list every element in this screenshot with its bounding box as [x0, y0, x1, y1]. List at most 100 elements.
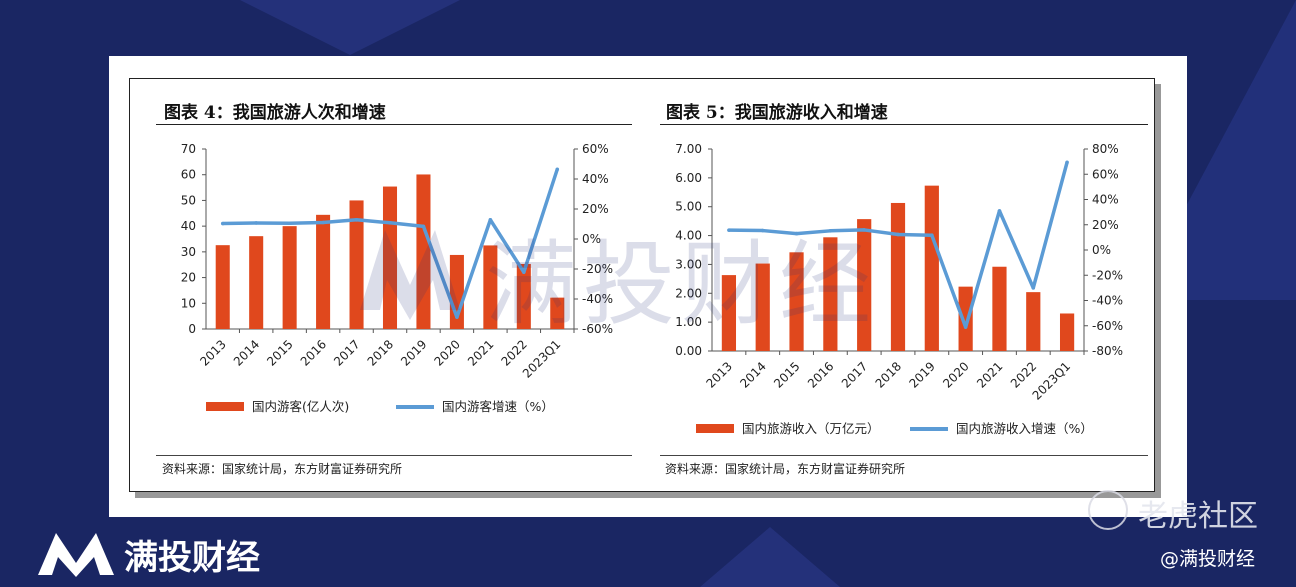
- left-tick-label: 7.00: [675, 142, 702, 156]
- source-note-right: 资料来源：国家统计局，东方财富证券研究所: [665, 462, 906, 476]
- x-tick-label: 2014: [231, 337, 262, 368]
- bar: [316, 214, 331, 329]
- chart-title-left: 图表 4：我国旅游人次和增速: [164, 103, 386, 123]
- x-tick-label: 2014: [737, 359, 768, 390]
- left-tick-label: 30: [181, 245, 196, 259]
- left-tick-label: 0.00: [675, 344, 702, 358]
- background-triangle: [240, 0, 460, 55]
- x-tick-label: 2016: [805, 359, 836, 390]
- line-point: [896, 232, 900, 237]
- bar: [890, 202, 906, 351]
- line-point: [963, 325, 968, 329]
- bar: [1026, 292, 1041, 351]
- x-tick-label: 2016: [298, 337, 329, 368]
- bar: [958, 286, 973, 351]
- legend-bar-swatch: [206, 402, 244, 411]
- x-tick-label: 2015: [264, 337, 295, 368]
- legend-bar-label: 国内旅游收入（万亿元）: [742, 421, 880, 436]
- bar: [924, 185, 939, 351]
- line-point: [421, 224, 426, 229]
- right-tick-label: -40%: [582, 292, 613, 306]
- right-tick-label: 0%: [582, 232, 601, 246]
- right-tick-label: -20%: [582, 262, 613, 276]
- left-tick-label: 70: [181, 142, 196, 156]
- bar: [215, 245, 230, 329]
- right-tick-label: 80%: [1092, 142, 1119, 156]
- right-tick-label: 60%: [1092, 167, 1119, 181]
- bar: [483, 245, 498, 329]
- legend-line-label: 国内游客增速（%）: [442, 399, 554, 414]
- legend-bar-swatch: [696, 424, 734, 433]
- report-card: 图表 4：我国旅游人次和增速 0 10 20 30 40 50 60 70 -60% -40% -2…: [109, 56, 1187, 517]
- bar: [857, 219, 872, 351]
- bar: [516, 263, 531, 329]
- right-tick-label: 20%: [1092, 218, 1119, 232]
- left-tick-label: 5.00: [675, 200, 702, 214]
- legend-bar-label: 国内游客(亿人次): [252, 399, 349, 414]
- line-point: [794, 231, 799, 236]
- source-rule: [660, 455, 1148, 456]
- line-point: [321, 220, 325, 225]
- bar: [416, 174, 431, 329]
- left-tick-label: 60: [181, 168, 196, 182]
- line-point: [455, 315, 459, 319]
- line-point: [522, 270, 526, 274]
- line-point: [727, 228, 731, 232]
- right-tick-label: -80%: [1092, 344, 1123, 358]
- background-triangle: [700, 527, 840, 587]
- left-tick-label: 40: [181, 219, 196, 233]
- bar: [249, 236, 264, 329]
- line-point: [862, 228, 866, 232]
- line-point: [1031, 286, 1036, 290]
- right-tick-label: 40%: [1092, 193, 1119, 207]
- x-tick-label: 2013: [704, 359, 735, 390]
- bar: [789, 252, 804, 351]
- x-tick-label: 2019: [906, 359, 937, 390]
- x-tick-label: 2015: [771, 359, 802, 390]
- x-tick-label: 2021: [465, 337, 496, 368]
- x-tick-label: 2022: [1008, 359, 1039, 390]
- right-tick-label: 20%: [582, 202, 609, 216]
- chart-title-right: 图表 5：我国旅游收入和增速: [666, 103, 888, 123]
- footer-brand: 满投财经: [124, 538, 260, 578]
- x-tick-label: 2020: [940, 359, 971, 390]
- bar: [755, 263, 770, 351]
- community-name: 老虎社区: [1138, 499, 1258, 534]
- left-tick-label: 1.00: [675, 315, 702, 329]
- line-point: [997, 209, 1002, 213]
- right-tick-label: 60%: [582, 142, 609, 156]
- line-point: [760, 228, 765, 233]
- right-tick-label: 0%: [1092, 243, 1111, 257]
- right-tick-label: -40%: [1092, 294, 1123, 308]
- line-point: [354, 218, 359, 222]
- title-rule: [156, 124, 632, 125]
- report-frame: 图表 4：我国旅游人次和增速 0 10 20 30 40 50 60 70 -60% -40% -2…: [129, 78, 1155, 492]
- x-tick-label: 2019: [398, 337, 429, 368]
- left-tick-label: 0: [188, 322, 196, 336]
- x-tick-label: 2017: [331, 337, 362, 368]
- bar: [382, 186, 398, 329]
- author-handle: @满投财经: [1160, 548, 1256, 570]
- bar: [1059, 313, 1075, 351]
- legend-line-label: 国内旅游收入增速（%）: [956, 421, 1093, 436]
- x-tick-label: 2020: [432, 337, 463, 368]
- line-point: [220, 221, 225, 226]
- line-point: [254, 221, 258, 225]
- left-tick-label: 4.00: [675, 229, 702, 243]
- x-tick-label: 2013: [197, 337, 228, 368]
- bar: [823, 237, 838, 351]
- x-tick-label: 2018: [365, 337, 396, 368]
- x-tick-label: 2021: [974, 359, 1005, 390]
- x-tick-label: 2023Q1: [1030, 359, 1074, 403]
- left-tick-label: 3.00: [675, 257, 702, 271]
- bar: [992, 266, 1007, 351]
- left-tick-label: 10: [181, 296, 196, 310]
- title-rule: [660, 124, 1148, 125]
- line-point: [287, 221, 292, 226]
- right-tick-label: -20%: [1092, 268, 1123, 282]
- right-tick-label: -60%: [1092, 319, 1123, 333]
- left-tick-label: 50: [181, 193, 196, 207]
- source-rule: [156, 455, 632, 456]
- line-point: [488, 218, 493, 222]
- source-note-left: 资料来源：国家统计局，东方财富证券研究所: [162, 462, 403, 476]
